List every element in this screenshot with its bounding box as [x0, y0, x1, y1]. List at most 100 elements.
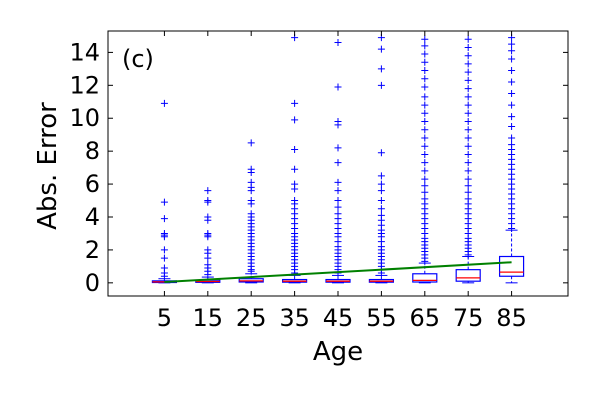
- outlier-point: [421, 126, 429, 134]
- outlier-point: [334, 83, 342, 91]
- outlier-point: [377, 45, 385, 53]
- outlier-point: [377, 81, 385, 89]
- outlier-point: [508, 101, 516, 109]
- outlier-point: [421, 67, 429, 75]
- outlier-point: [421, 195, 429, 203]
- x-tick-label: 15: [193, 304, 224, 332]
- outlier-point: [508, 134, 516, 142]
- outlier-point: [464, 150, 472, 158]
- boxes-layer: [151, 229, 525, 284]
- outlier-point: [464, 35, 472, 43]
- outlier-point: [464, 126, 472, 134]
- outliers-layer: [160, 34, 516, 280]
- outlier-point: [377, 172, 385, 180]
- outlier-point: [464, 195, 472, 203]
- outlier-point: [508, 141, 516, 149]
- outlier-point: [160, 99, 168, 107]
- outlier-point: [204, 187, 212, 195]
- outlier-point: [204, 261, 212, 269]
- y-tick-label: 12: [69, 71, 100, 99]
- outlier-point: [421, 167, 429, 175]
- x-tick-label: 75: [453, 304, 484, 332]
- outlier-point: [421, 58, 429, 66]
- outlier-point: [160, 229, 168, 237]
- outlier-point: [421, 159, 429, 167]
- outlier-point: [421, 188, 429, 196]
- outlier-point: [160, 254, 168, 262]
- outlier-point: [464, 68, 472, 76]
- outlier-point: [464, 188, 472, 196]
- outlier-point: [247, 197, 255, 205]
- outlier-point: [421, 134, 429, 142]
- box-iqr: [412, 273, 438, 283]
- outlier-point: [334, 159, 342, 167]
- outlier-point: [160, 246, 168, 254]
- outlier-point: [464, 60, 472, 68]
- outlier-point: [291, 180, 299, 188]
- outlier-point: [421, 75, 429, 83]
- outlier-point: [508, 78, 516, 86]
- outlier-point: [247, 139, 255, 147]
- outlier-point: [464, 167, 472, 175]
- outlier-point: [464, 93, 472, 101]
- outlier-point: [334, 210, 342, 218]
- y-tick-label: 0: [85, 269, 100, 297]
- outlier-point: [508, 47, 516, 55]
- outlier-point: [508, 113, 516, 121]
- x-tick-label: 55: [366, 304, 397, 332]
- x-tick-label: 45: [323, 304, 354, 332]
- outlier-point: [204, 213, 212, 221]
- outlier-point: [334, 203, 342, 211]
- outlier-point: [464, 175, 472, 183]
- outlier-point: [464, 159, 472, 167]
- outlier-point: [204, 197, 212, 205]
- outlier-point: [464, 52, 472, 60]
- outlier-point: [421, 42, 429, 50]
- trend-layer: [164, 261, 512, 284]
- outlier-point: [421, 175, 429, 183]
- outlier-point: [464, 142, 472, 150]
- box-iqr: [498, 255, 525, 277]
- outlier-point: [204, 229, 212, 237]
- x-tick-label: 85: [496, 304, 527, 332]
- outlier-point: [291, 197, 299, 205]
- outlier-point: [421, 35, 429, 43]
- y-tick-label: 8: [85, 137, 100, 165]
- panel-label: (c): [122, 45, 154, 73]
- outlier-point: [508, 122, 516, 130]
- ticks-layer: 5 15 25 35 45 55 65 75 85 0 2 4 6 8 10 12 14: [69, 31, 568, 332]
- outlier-point: [160, 198, 168, 206]
- outlier-point: [421, 109, 429, 117]
- outlier-point: [247, 165, 255, 173]
- outlier-point: [464, 101, 472, 109]
- outlier-point: [377, 197, 385, 205]
- y-tick-label: 4: [85, 203, 100, 231]
- outlier-point: [291, 146, 299, 154]
- x-tick-label: 5: [157, 304, 172, 332]
- y-tick-label: 6: [85, 170, 100, 198]
- outlier-point: [377, 211, 385, 219]
- outlier-point: [508, 55, 516, 63]
- outlier-point: [421, 150, 429, 158]
- outlier-point: [160, 215, 168, 223]
- outlier-point: [291, 165, 299, 173]
- outlier-point: [334, 144, 342, 152]
- outlier-point: [204, 246, 212, 254]
- outlier-point: [377, 180, 385, 188]
- outlier-point: [421, 182, 429, 190]
- outlier-point: [247, 210, 255, 218]
- outlier-point: [334, 118, 342, 126]
- outlier-point: [421, 50, 429, 58]
- outlier-point: [334, 39, 342, 47]
- y-tick-label: 10: [69, 104, 100, 132]
- outlier-point: [377, 205, 385, 213]
- outlier-point: [508, 90, 516, 98]
- outlier-point: [377, 149, 385, 157]
- outlier-point: [464, 109, 472, 117]
- outlier-point: [464, 76, 472, 84]
- outlier-point: [377, 187, 385, 195]
- outlier-point: [464, 134, 472, 142]
- outlier-point: [464, 182, 472, 190]
- box-iqr: [455, 269, 481, 282]
